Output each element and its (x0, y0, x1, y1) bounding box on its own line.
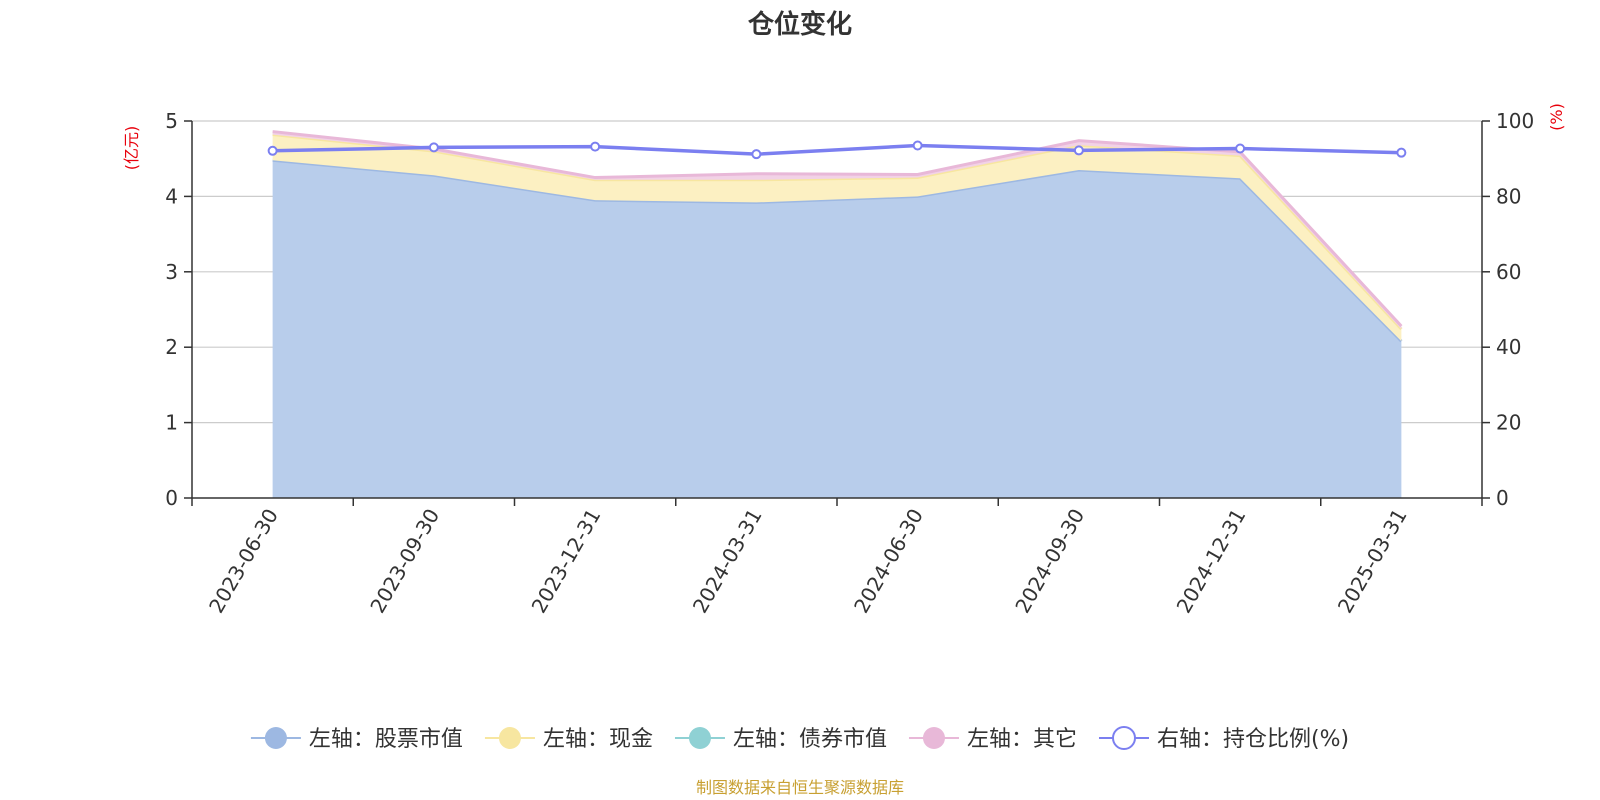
source-note: 制图数据来自恒生聚源数据库 (696, 778, 904, 797)
x-axis-tick-label: 2024-09-30 (1010, 505, 1089, 618)
x-axis-tick-label: 2024-06-30 (849, 505, 928, 618)
legend-marker (498, 727, 521, 749)
legend-item-2[interactable]: 左轴：债券市值 (674, 727, 887, 752)
position-ratio-line-layer (267, 140, 1407, 160)
legend-item-4[interactable]: 右轴：持仓比例(%) (1098, 726, 1349, 752)
legend-label: 右轴：持仓比例(%) (1157, 727, 1349, 752)
legend-label: 左轴：股票市值 (309, 727, 463, 752)
legend-marker (264, 727, 287, 749)
position-ratio-point (912, 140, 923, 151)
position-ratio-point (590, 141, 601, 152)
legend-marker (922, 727, 945, 749)
x-axis-tick-label: 2024-03-31 (688, 505, 767, 618)
position-ratio-point (267, 145, 278, 156)
right-axis-tick-label: 100 (1496, 109, 1534, 133)
left-axis-tick-label: 1 (165, 411, 178, 435)
position-ratio-line (272, 143, 1402, 156)
legend-item-1[interactable]: 左轴：现金 (484, 727, 653, 752)
area-0 (272, 160, 1402, 498)
legend-label: 左轴：其它 (967, 727, 1077, 752)
x-axis-tick-label: 2025-03-31 (1333, 505, 1412, 618)
legend-marker (1111, 726, 1136, 750)
position-ratio-point (1396, 147, 1407, 158)
position-ratio-point (1073, 145, 1084, 156)
right-axis-unit: (%) (1547, 103, 1566, 131)
right-axis-tick-label: 80 (1496, 184, 1521, 208)
left-axis-tick-label: 0 (165, 486, 178, 510)
stacked-areas (272, 130, 1403, 498)
left-axis-tick-label: 4 (165, 184, 178, 208)
area-1 (272, 134, 1402, 342)
left-axis-tick-label: 5 (165, 109, 178, 133)
x-axis-tick-label: 2023-12-31 (527, 505, 606, 618)
right-axis-tick-label: 20 (1496, 411, 1521, 435)
legend-marker (688, 727, 711, 749)
legend-item-3[interactable]: 左轴：其它 (908, 727, 1077, 752)
right-axis-tick-label: 60 (1496, 260, 1521, 284)
legend-label: 左轴：现金 (543, 727, 653, 752)
right-axis-tick-label: 0 (1496, 486, 1509, 510)
right-axis-tick-label: 40 (1496, 335, 1521, 359)
legend-label: 左轴：债券市值 (733, 727, 887, 752)
left-axis-unit: (亿元) (122, 126, 141, 171)
left-axis-tick-label: 3 (165, 260, 178, 284)
position-ratio-point (1235, 143, 1246, 154)
legend-item-0[interactable]: 左轴：股票市值 (250, 727, 463, 752)
legend: 左轴：股票市值 左轴：现金 左轴：债券市值 左轴：其它 右轴：持仓比例(%) (250, 726, 1349, 752)
chart-title: 仓位变化 (747, 9, 852, 40)
x-axis-tick-label: 2024-12-31 (1172, 505, 1251, 618)
position-ratio-point (751, 149, 762, 160)
position-ratio-point (428, 142, 439, 153)
left-axis-tick-label: 2 (165, 335, 178, 359)
x-axis-tick-label: 2023-06-30 (204, 505, 283, 618)
x-axis-tick-label: 2023-09-30 (365, 505, 444, 618)
